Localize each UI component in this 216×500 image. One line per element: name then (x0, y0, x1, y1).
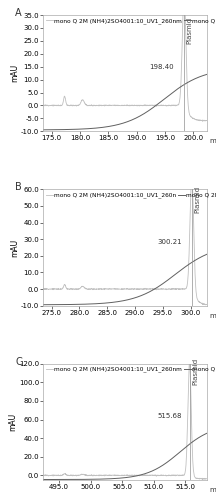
mono Q 2M (NH4)2SO4001:10_Cond (137, 114, 140, 120)
mono Q 2M (NH4)2SO4001:10_UV1_260nm (183, 0, 186, 4)
mono Q 2M (NH4)2SO4001:10_UV1_260nm (137, 472, 140, 478)
mono Q 2M (NH4)2SO4001:10_UV1_260nm (146, 472, 149, 478)
Line: mono Q 2M (NH4)2SO4001:10_Cond: mono Q 2M (NH4)2SO4001:10_Cond (43, 74, 207, 130)
mono Q 2M (NH4)2SO4001:10_UV1_260n (52, 286, 55, 292)
mono Q 2M (NH4)2SO4001:10_Cond (141, 112, 144, 117)
Line: mono Q 2M (NH4)2SO4001:10_UV1_260nm: mono Q 2M (NH4)2SO4001:10_UV1_260nm (43, 0, 207, 121)
mono Q 2M (NH4)2SO4001:10_UV1_260n (166, 286, 169, 292)
mono Q 2M (NH4)2SO4001:10_Cond (146, 470, 149, 476)
Text: 198.40: 198.40 (150, 64, 174, 70)
Text: C: C (15, 357, 22, 367)
Line: mono Q 2M (NH4)2SO4001:10_Cond: mono Q 2M (NH4)2SO4001:10_Cond (43, 254, 207, 304)
mono Q 2M (NH4)2SO4001:10_UV1_260nm (183, 471, 186, 477)
mono Q 2M (NH4)2SO4001:10_Cond (137, 294, 140, 300)
mono Q 2M (NH4)2SO4001:10_Cond (52, 302, 55, 308)
mono Q 2M (NH4)2SO4001:10_Cond (42, 302, 44, 308)
Line: mono Q 2M (NH4)2SO4001:10_UV1_260nm: mono Q 2M (NH4)2SO4001:10_UV1_260nm (43, 363, 207, 480)
mono Q 2M (NH4)2SO4001:10_UV1_260nm (201, 476, 204, 482)
Text: min: min (209, 487, 216, 493)
Text: Plasmid: Plasmid (187, 17, 193, 44)
mono Q 2M (NH4)2SO4001:10_UV1_260n (206, 302, 209, 308)
mono Q 2M (NH4)2SO4001:10_Cond (183, 264, 186, 270)
Text: A: A (15, 8, 22, 18)
Text: min: min (209, 138, 216, 144)
mono Q 2M (NH4)2SO4001:10_Cond (166, 94, 169, 100)
mono Q 2M (NH4)2SO4001:10_UV1_260n (204, 302, 207, 308)
mono Q 2M (NH4)2SO4001:10_UV1_260n (191, 174, 193, 180)
Text: B: B (15, 182, 22, 192)
mono Q 2M (NH4)2SO4001:10_Cond (183, 82, 186, 87)
mono Q 2M (NH4)2SO4001:10_UV1_260nm (166, 103, 169, 109)
Legend: mono Q 2M (NH4)2SO4001:10_UV1_260nm, mono Q 2M (NH4)2SO4001:10_Cond: mono Q 2M (NH4)2SO4001:10_UV1_260nm, mon… (46, 18, 216, 24)
mono Q 2M (NH4)2SO4001:10_UV1_260nm (206, 476, 209, 482)
mono Q 2M (NH4)2SO4001:10_Cond (141, 472, 144, 478)
mono Q 2M (NH4)2SO4001:10_Cond (137, 472, 140, 478)
mono Q 2M (NH4)2SO4001:10_UV1_260nm (42, 102, 44, 108)
Text: Plasmid: Plasmid (192, 358, 198, 384)
Legend: mono Q 2M (NH4)2SO4001:10_UV1_260nm, mono Q 2M (NH4)2SO4001:10_Cond: mono Q 2M (NH4)2SO4001:10_UV1_260nm, mon… (46, 366, 216, 372)
mono Q 2M (NH4)2SO4001:10_UV1_260nm (141, 473, 144, 479)
mono Q 2M (NH4)2SO4001:10_UV1_260nm (188, 360, 191, 366)
mono Q 2M (NH4)2SO4001:10_Cond (206, 430, 209, 436)
mono Q 2M (NH4)2SO4001:10_Cond (146, 108, 149, 114)
mono Q 2M (NH4)2SO4001:10_Cond (206, 251, 209, 257)
mono Q 2M (NH4)2SO4001:10_UV1_260nm (137, 102, 140, 108)
Line: mono Q 2M (NH4)2SO4001:10_Cond: mono Q 2M (NH4)2SO4001:10_Cond (43, 433, 207, 480)
mono Q 2M (NH4)2SO4001:10_Cond (52, 126, 55, 132)
Y-axis label: mAU: mAU (10, 64, 19, 82)
mono Q 2M (NH4)2SO4001:10_UV1_260nm (146, 102, 149, 108)
mono Q 2M (NH4)2SO4001:10_Cond (146, 290, 149, 296)
mono Q 2M (NH4)2SO4001:10_Cond (206, 71, 209, 77)
Text: min: min (209, 312, 216, 318)
mono Q 2M (NH4)2SO4001:10_UV1_260nm (206, 118, 209, 124)
mono Q 2M (NH4)2SO4001:10_Cond (166, 277, 169, 283)
Text: 300.21: 300.21 (157, 238, 182, 244)
mono Q 2M (NH4)2SO4001:10_UV1_260n (183, 286, 186, 292)
Y-axis label: mAU: mAU (8, 413, 17, 431)
Line: mono Q 2M (NH4)2SO4001:10_UV1_260n: mono Q 2M (NH4)2SO4001:10_UV1_260n (43, 176, 207, 305)
Text: Plasmid: Plasmid (194, 186, 200, 212)
mono Q 2M (NH4)2SO4001:10_UV1_260nm (201, 118, 204, 124)
mono Q 2M (NH4)2SO4001:10_UV1_260nm (52, 472, 55, 478)
mono Q 2M (NH4)2SO4001:10_UV1_260n (137, 286, 140, 292)
Legend: mono Q 2M (NH4)2SO4001:10_UV1_260n, mono Q 2M (NH4)2SO4001:10_Cond: mono Q 2M (NH4)2SO4001:10_UV1_260n, mono… (46, 192, 216, 198)
mono Q 2M (NH4)2SO4001:10_UV1_260nm (42, 472, 44, 478)
Text: 515.68: 515.68 (158, 413, 182, 419)
mono Q 2M (NH4)2SO4001:10_UV1_260n (146, 286, 149, 292)
mono Q 2M (NH4)2SO4001:10_UV1_260n (42, 286, 44, 292)
mono Q 2M (NH4)2SO4001:10_Cond (52, 476, 55, 482)
mono Q 2M (NH4)2SO4001:10_UV1_260nm (141, 103, 144, 109)
mono Q 2M (NH4)2SO4001:10_UV1_260nm (52, 102, 55, 108)
mono Q 2M (NH4)2SO4001:10_Cond (141, 292, 144, 298)
mono Q 2M (NH4)2SO4001:10_Cond (42, 127, 44, 133)
mono Q 2M (NH4)2SO4001:10_Cond (166, 459, 169, 465)
mono Q 2M (NH4)2SO4001:10_Cond (183, 445, 186, 451)
mono Q 2M (NH4)2SO4001:10_Cond (42, 476, 44, 482)
mono Q 2M (NH4)2SO4001:10_UV1_260nm (166, 472, 169, 478)
mono Q 2M (NH4)2SO4001:10_UV1_260n (141, 286, 144, 292)
Y-axis label: mAU: mAU (10, 238, 19, 256)
